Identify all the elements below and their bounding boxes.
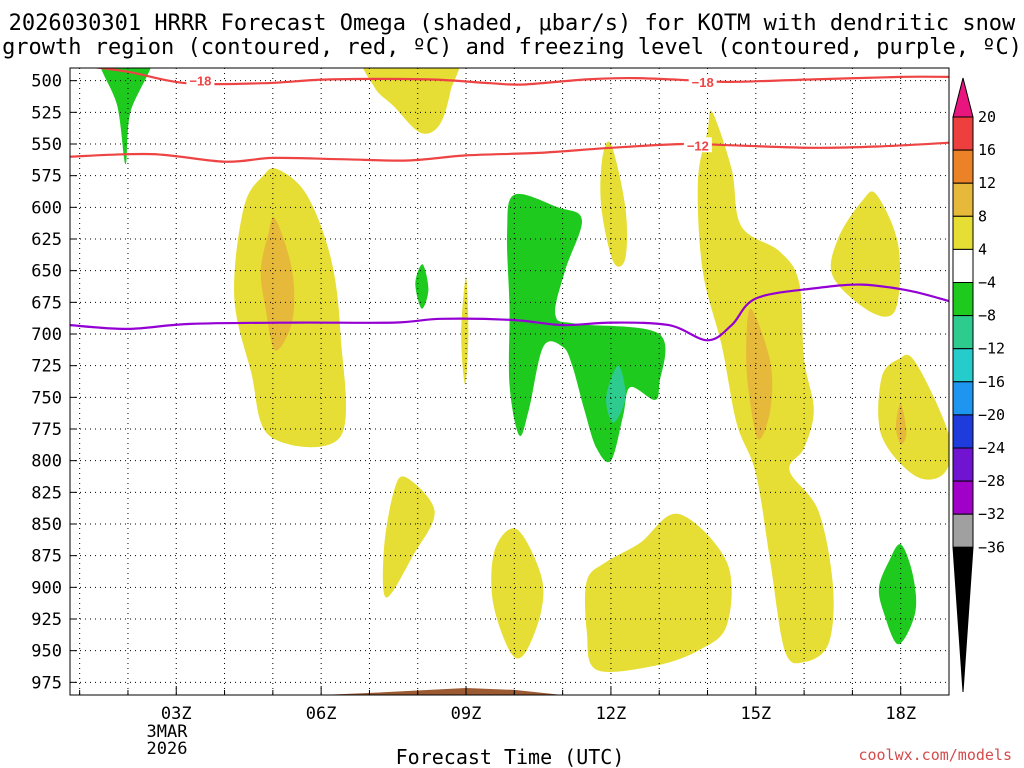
y-tick-label-950: 950	[31, 642, 62, 662]
contour-label-minus18-1: −18	[692, 75, 714, 90]
chart-title-line-1: 2026030301 HRRR Forecast Omega (shaded, …	[9, 11, 1016, 36]
colorbar-swatch-11	[952, 447, 974, 482]
x-axis-title: Forecast Time (UTC)	[396, 745, 625, 768]
omega-region-17	[878, 544, 917, 645]
colorbar-label-11: −28	[978, 472, 1005, 490]
y-tick-label-775: 775	[31, 420, 62, 440]
colorbar-bottom-triangle	[952, 546, 974, 693]
x-tick-label-03Z: 03Z	[161, 704, 192, 724]
colorbar-label-5: −4	[978, 274, 996, 292]
colorbar-label-4: 4	[978, 240, 987, 258]
y-tick-label-675: 675	[31, 293, 62, 313]
colorbar: 20 16 12 8 4 −4 −8 −12 −16 −20 −24 −28 −32 −36	[952, 77, 1005, 693]
colorbar-swatch-7	[952, 315, 974, 350]
omega-region-15	[491, 528, 544, 659]
contour-layer: −18 −18 −12	[70, 68, 949, 342]
y-axis: 500 525 550 575 600 625 650 675 700 725 750 775 800 8…	[31, 72, 77, 693]
contour-label-minus18-0: −18	[189, 74, 211, 89]
contour-label-bg-minus12-0	[683, 137, 712, 153]
credit-text: coolwx.com/models	[858, 746, 1012, 764]
y-tick-label-625: 625	[31, 230, 62, 250]
colorbar-label-9: −20	[978, 406, 1005, 424]
colorbar-label-6: −8	[978, 307, 996, 325]
colorbar-swatch-5	[952, 248, 974, 283]
x-tick-label-06Z: 06Z	[306, 704, 337, 724]
y-tick-label-725: 725	[31, 357, 62, 377]
contour-freezing	[70, 283, 949, 342]
contour-label-bg-minus18-1	[688, 73, 717, 89]
omega-region-5	[415, 264, 429, 309]
colorbar-top-triangle	[952, 77, 974, 118]
y-tick-label-750: 750	[31, 388, 62, 408]
colorbar-label-7: −12	[978, 340, 1005, 358]
x-tick-label-09Z: 09Z	[451, 704, 482, 724]
colorbar-label-0: 20	[978, 108, 996, 126]
y-tick-label-925: 925	[31, 610, 62, 630]
date-label-day: 3MAR	[147, 722, 189, 742]
y-tick-label-800: 800	[31, 452, 62, 472]
date-label-year: 2026	[147, 739, 188, 759]
chart-title-line-2: growth region (contoured, red, ºC) and f…	[2, 35, 1022, 60]
colorbar-swatch-6	[952, 282, 974, 317]
omega-region-6	[461, 277, 469, 385]
colorbar-label-1: 16	[978, 141, 996, 159]
colorbar-label-10: −24	[978, 439, 1005, 457]
y-tick-label-600: 600	[31, 198, 62, 218]
omega-region-1	[363, 68, 460, 134]
contour-label-bg-minus18-0	[186, 72, 215, 88]
x-tick-label-15Z: 15Z	[740, 704, 771, 724]
colorbar-label-2: 12	[978, 174, 996, 192]
colorbar-swatch-12	[952, 480, 974, 515]
colorbar-swatch-2	[952, 149, 974, 184]
y-tick-label-900: 900	[31, 578, 62, 598]
omega-region-12	[506, 193, 666, 463]
omega-region-4	[600, 141, 628, 267]
contour-minus12	[70, 141, 949, 163]
colorbar-swatch-3	[952, 182, 974, 217]
omega-region-16	[584, 513, 732, 672]
colorbar-label-12: −32	[978, 505, 1005, 523]
y-tick-label-650: 650	[31, 262, 62, 282]
contour-minus18	[92, 68, 949, 86]
colorbar-swatch-8	[952, 348, 974, 383]
y-tick-label-550: 550	[31, 135, 62, 155]
y-tick-label-975: 975	[31, 673, 62, 693]
colorbar-label-13: −36	[978, 538, 1005, 556]
x-tick-label-18Z: 18Z	[885, 704, 916, 724]
y-tick-label-825: 825	[31, 483, 62, 503]
colorbar-label-8: −16	[978, 373, 1005, 391]
y-tick-label-700: 700	[31, 325, 62, 345]
colorbar-label-3: 8	[978, 207, 987, 225]
colorbar-swatch-4	[952, 215, 974, 250]
x-tick-label-12Z: 12Z	[596, 704, 627, 724]
plot-frame	[69, 67, 950, 696]
colorbar-swatch-9	[952, 381, 974, 416]
y-tick-label-575: 575	[31, 167, 62, 187]
omega-region-3	[260, 217, 295, 351]
y-tick-label-525: 525	[31, 103, 62, 123]
colorbar-swatch-10	[952, 414, 974, 449]
ground-layer	[70, 688, 949, 695]
omega-shading-layer	[100, 68, 949, 672]
omega-region-14	[382, 476, 435, 598]
contour-label-minus12-0: −12	[687, 138, 709, 153]
y-tick-label-875: 875	[31, 547, 62, 567]
omega-region-10	[878, 354, 949, 480]
x-axis: 03Z 06Z 09Z 12Z 15Z 18Z	[79, 686, 916, 724]
omega-region-8	[746, 308, 773, 440]
colorbar-swatch-13	[952, 513, 974, 548]
omega-region-0	[100, 68, 151, 165]
y-tick-label-500: 500	[31, 72, 62, 92]
y-tick-label-850: 850	[31, 515, 62, 535]
colorbar-swatch-1	[952, 116, 974, 151]
ground-surface	[70, 688, 949, 695]
